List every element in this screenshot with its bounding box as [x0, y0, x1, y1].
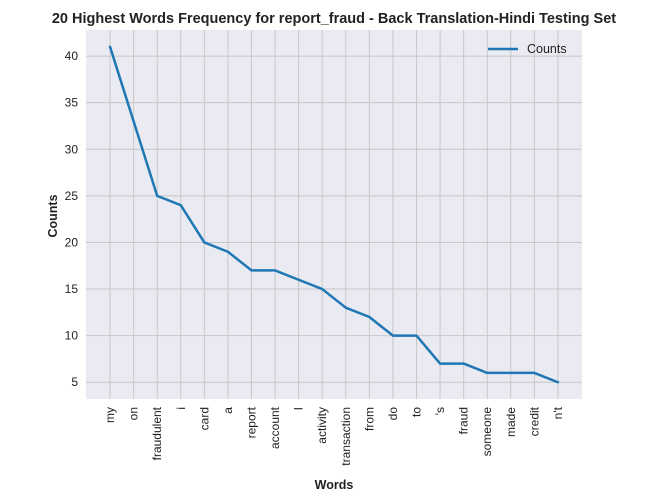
- x-tick-label-2: fraudulent: [150, 406, 164, 460]
- x-tick-label-3: i: [174, 407, 188, 410]
- x-tick-label-19: n't: [551, 406, 565, 419]
- chart-title: 20 Highest Words Frequency for report_fr…: [52, 11, 616, 27]
- y-axis-ticks: 5 10 15 20 25 30 35 40: [65, 49, 79, 389]
- x-tick-label-12: do: [386, 407, 400, 421]
- y-tick-label-7: 40: [65, 49, 79, 63]
- legend-label-counts: Counts: [527, 42, 567, 56]
- y-tick-label-0: 5: [71, 375, 78, 389]
- x-tick-label-15: fraud: [457, 407, 471, 434]
- x-tick-label-14: 's: [433, 407, 447, 415]
- x-tick-label-4: card: [197, 407, 211, 430]
- x-tick-label-9: activity: [315, 407, 329, 444]
- x-tick-label-10: transaction: [339, 407, 353, 466]
- x-tick-label-11: from: [362, 407, 376, 431]
- x-tick-label-8: I: [292, 407, 306, 410]
- y-axis-label: Counts: [46, 194, 60, 237]
- y-tick-label-4: 25: [65, 189, 79, 203]
- x-tick-label-0: my: [103, 407, 117, 423]
- y-tick-label-5: 30: [65, 142, 79, 156]
- y-tick-label-1: 10: [65, 329, 79, 343]
- y-tick-label-2: 15: [65, 282, 79, 296]
- y-tick-label-6: 35: [65, 96, 79, 110]
- y-tick-label-3: 20: [65, 235, 79, 249]
- x-tick-label-5: a: [221, 407, 235, 414]
- legend: Counts: [488, 42, 567, 56]
- x-tick-label-17: made: [504, 407, 518, 437]
- x-tick-label-18: credit: [527, 406, 541, 436]
- plot-background: [86, 30, 582, 399]
- series-line-counts: [108, 45, 560, 384]
- x-tick-label-16: someone: [480, 407, 494, 457]
- x-tick-label-7: account: [268, 406, 282, 449]
- x-tick-label-6: report: [244, 406, 258, 438]
- x-tick-label-13: to: [410, 407, 424, 417]
- x-axis-label: Words: [315, 478, 354, 492]
- x-tick-label-1: on: [127, 407, 141, 420]
- series-lines: [108, 45, 560, 384]
